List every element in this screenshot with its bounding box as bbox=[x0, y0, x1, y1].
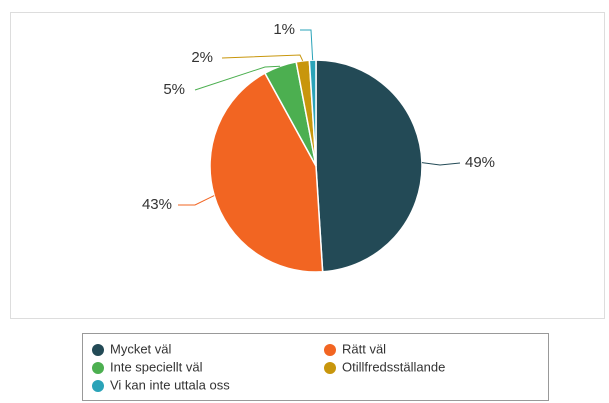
legend-label: Inte speciellt väl bbox=[110, 359, 203, 374]
legend-label: Otillfredsställande bbox=[342, 359, 445, 374]
legend-label: Mycket väl bbox=[110, 341, 172, 356]
legend-label: Vi kan inte uttala oss bbox=[110, 377, 230, 392]
data-label: 1% bbox=[273, 21, 295, 38]
pie-slice bbox=[315, 59, 423, 273]
legend-label: Rätt väl bbox=[342, 341, 386, 356]
data-label: 49% bbox=[465, 154, 495, 171]
data-label: 2% bbox=[191, 49, 213, 66]
legend-marker bbox=[92, 344, 104, 356]
leader-line bbox=[194, 65, 281, 91]
legend-marker bbox=[324, 344, 336, 356]
legend-marker bbox=[92, 380, 104, 392]
pie-slice bbox=[308, 59, 317, 167]
legend-frame bbox=[82, 333, 549, 401]
leader-line bbox=[421, 162, 461, 166]
leader-line bbox=[300, 29, 314, 61]
leader-line bbox=[178, 195, 215, 206]
data-label: 43% bbox=[142, 196, 172, 213]
legend-marker bbox=[92, 362, 104, 374]
data-label: 5% bbox=[163, 81, 185, 98]
legend-marker bbox=[324, 362, 336, 374]
leader-line bbox=[221, 54, 304, 62]
